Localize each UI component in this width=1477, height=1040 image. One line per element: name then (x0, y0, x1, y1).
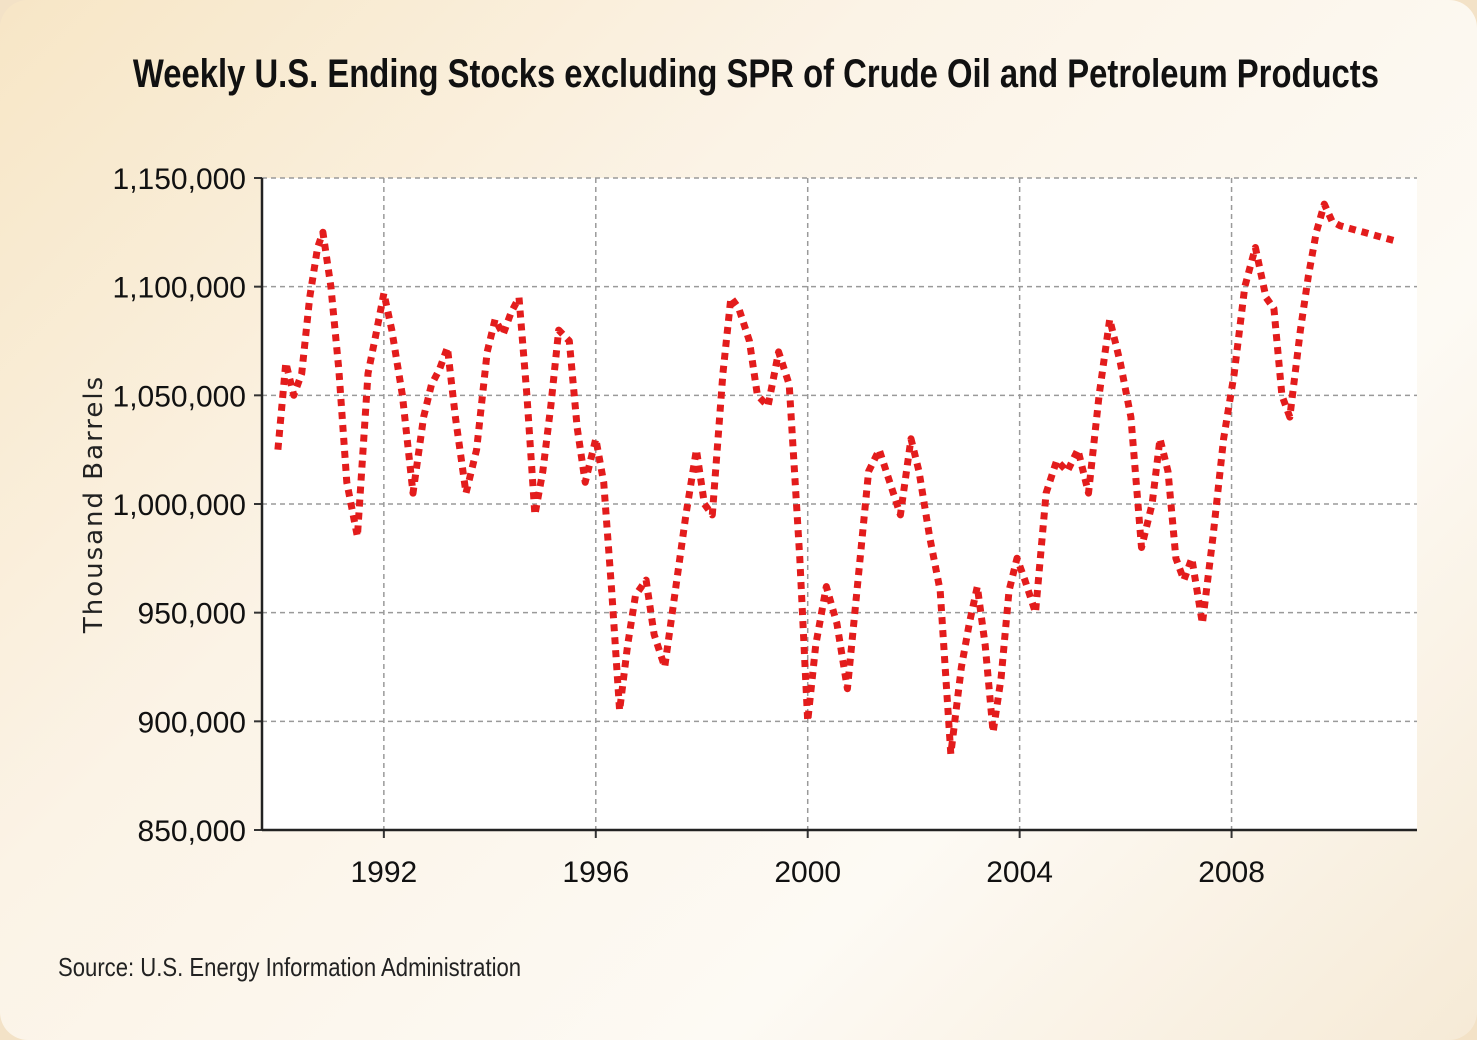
x-tick-labels: 1992 1996 2000 2004 2008 (350, 856, 1264, 889)
x-tick-label: 2004 (986, 856, 1053, 889)
y-tick-label: 1,150,000 (113, 163, 246, 196)
y-tick-label: 1,100,000 (113, 272, 246, 305)
y-tick-labels: 850,000 900,000 950,000 1,000,000 1,050,000 1… (113, 163, 246, 848)
chart-title: Weekly U.S. Ending Stocks excluding SPR … (132, 52, 1379, 96)
x-tick-label: 1992 (350, 856, 417, 889)
x-tick-label: 2008 (1198, 856, 1265, 889)
y-axis-label: Thousand Barrels (79, 375, 109, 634)
x-tick-label: 1996 (562, 856, 629, 889)
series-line (274, 200, 1397, 758)
y-tick-label: 950,000 (138, 598, 246, 631)
y-tick-label: 1,050,000 (113, 380, 246, 413)
y-tick-label: 900,000 (138, 706, 246, 739)
series-line-0 (274, 200, 1397, 758)
x-tick-label: 2000 (774, 856, 841, 889)
source-note: Source: U.S. Energy Information Administ… (58, 952, 522, 982)
y-tick-label: 1,000,000 (113, 489, 246, 522)
y-tick-label: 850,000 (138, 815, 246, 848)
axes (254, 177, 1417, 838)
